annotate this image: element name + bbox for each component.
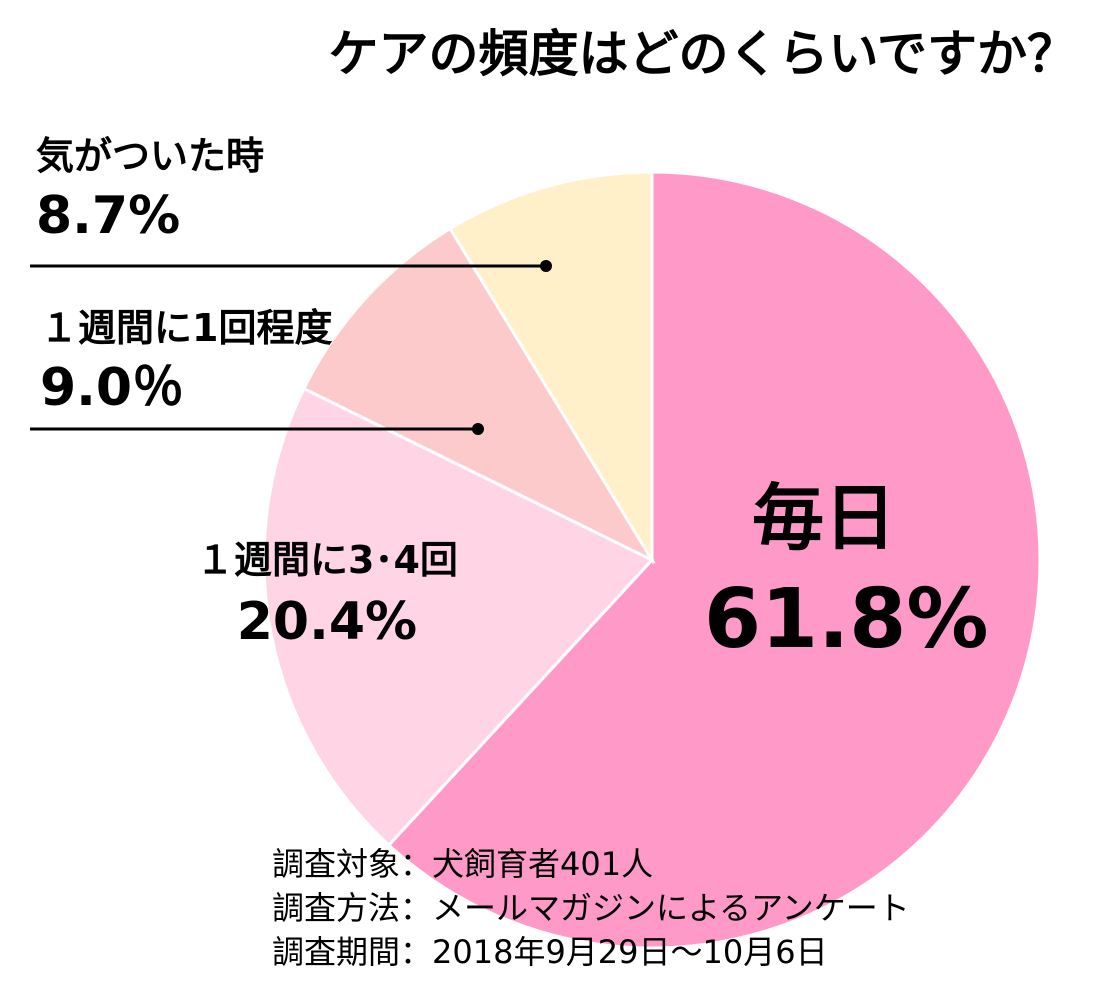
label-when-noticed-value: 8.7% [36,186,181,246]
survey-method: 調査方法：メールマガジンによるアンケート [272,889,910,927]
label-3-4-per-week: １週間に3･4回 20.4% [196,536,458,652]
label-daily-value: 61.8% [704,572,989,667]
survey-period: 調査期間：2018年9月29日～10月6日 [272,933,828,971]
slice-3-4-per-week [262,386,655,848]
leader-once-per-week-dot [472,423,484,435]
label-daily-category: 毎日 [752,476,897,560]
label-when-noticed: 気がついた時 8.7% [36,132,264,246]
label-daily: 毎日 [752,476,896,560]
slice-once-per-week [301,226,656,564]
survey-target: 調査対象：犬飼育者401人 [272,845,654,883]
label-once-per-week-category: １週間に1回程度 [40,306,333,350]
label-when-noticed-category: 気がついた時 [36,134,265,178]
leader-when-noticed-dot [540,260,552,272]
label-daily-value-wrap: 61.8% [704,572,988,668]
label-3-4-per-week-value: 20.4% [236,592,418,652]
label-3-4-per-week-category: １週間に3･4回 [196,538,458,582]
label-once-per-week-value: 9.0％ [40,358,185,418]
chart-title: ケアの頻度はどのくらいですか？ [328,25,1078,83]
label-once-per-week: １週間に1回程度 9.0％ [40,304,332,418]
slice-daily [386,170,1042,950]
slice-when-noticed [448,170,654,566]
survey-notes: 調査対象：犬飼育者401人 調査方法：メールマガジンによるアンケート 調査期間：… [272,842,910,974]
